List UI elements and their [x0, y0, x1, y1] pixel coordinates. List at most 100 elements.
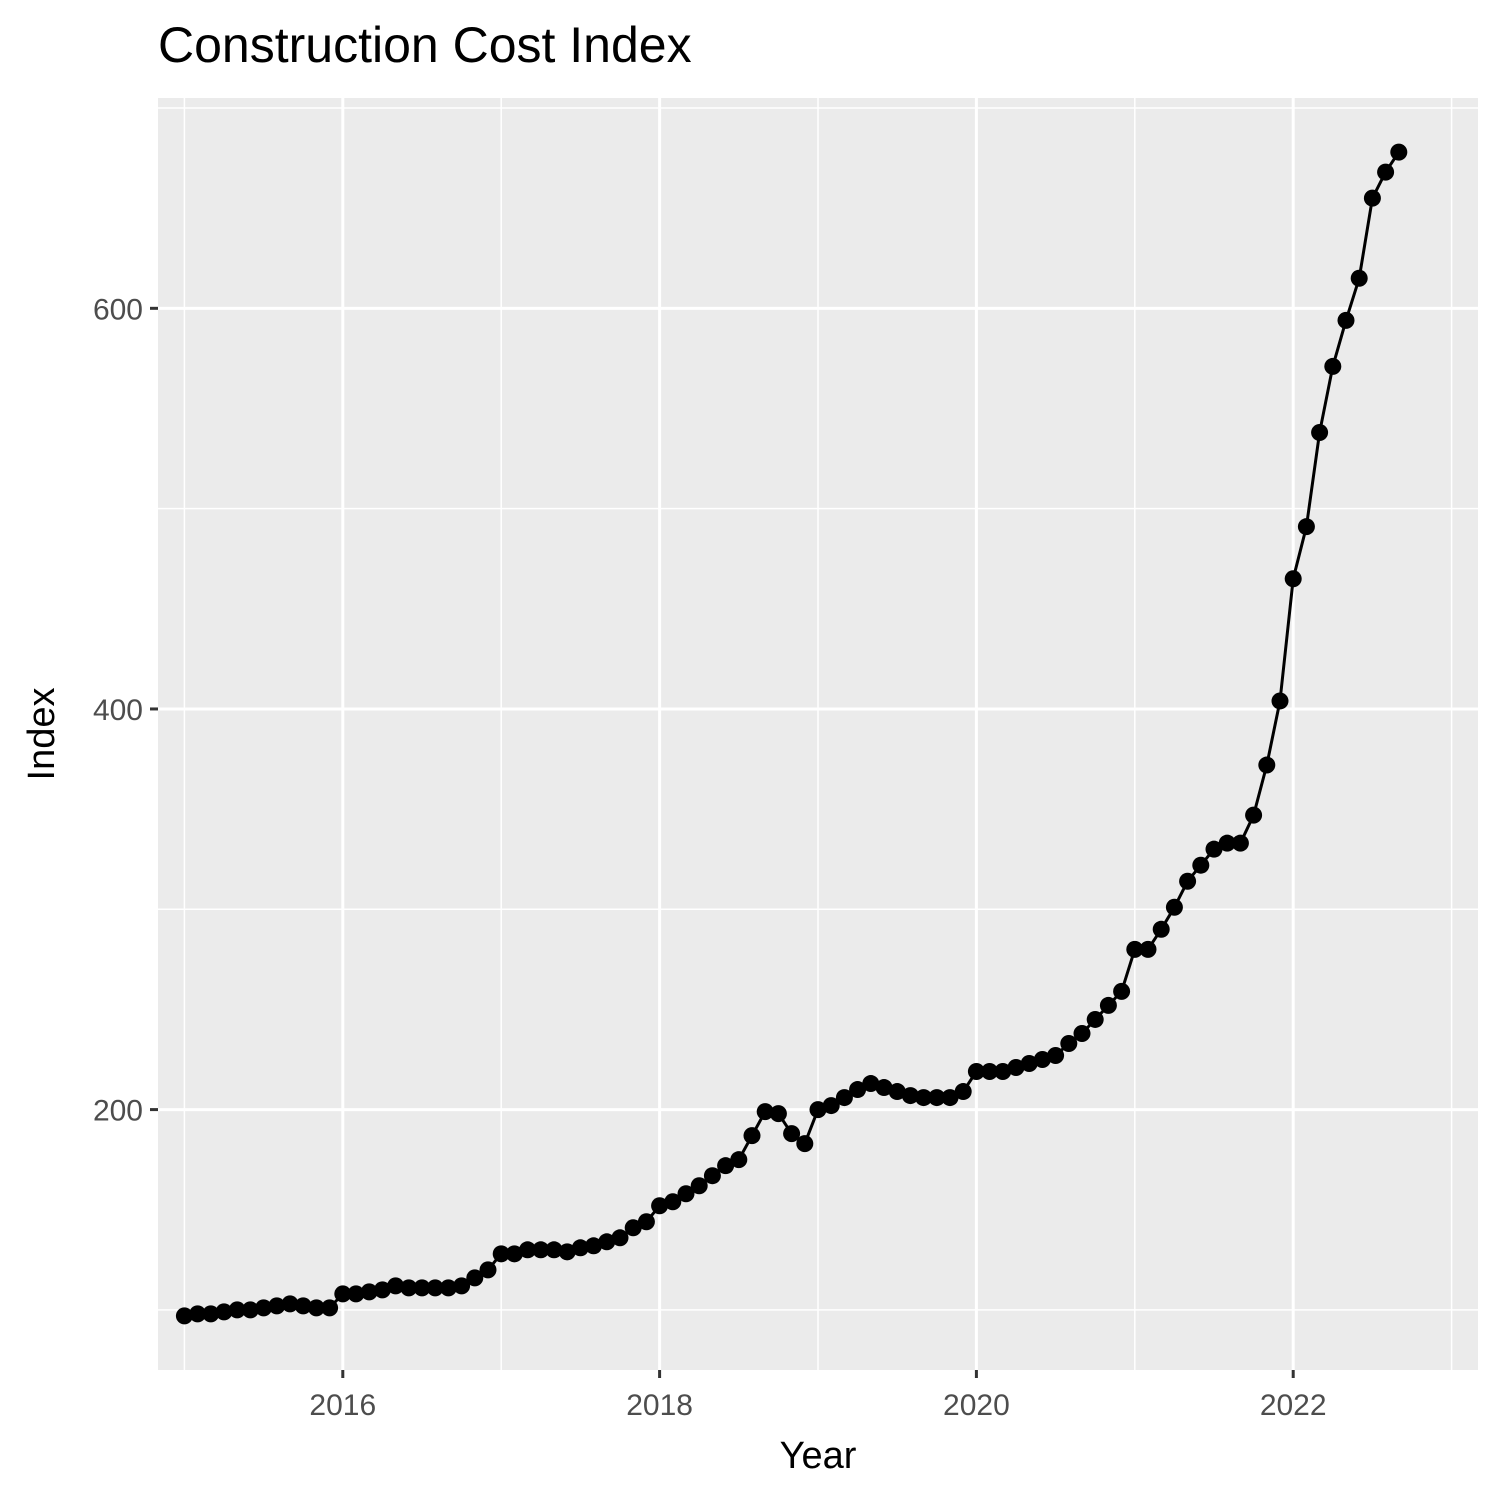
data-point [967, 1063, 985, 1081]
data-point [294, 1297, 312, 1315]
y-axis-title: Index [21, 688, 63, 781]
data-point [202, 1305, 220, 1323]
chart-title: Construction Cost Index [158, 17, 692, 73]
data-point [835, 1089, 853, 1107]
data-point [637, 1213, 655, 1231]
data-point [1311, 424, 1329, 442]
data-point [492, 1245, 510, 1263]
data-point [1218, 834, 1236, 852]
data-point [743, 1127, 761, 1145]
data-point [624, 1219, 642, 1237]
data-point [994, 1063, 1012, 1081]
data-point [717, 1157, 735, 1175]
data-point [347, 1285, 365, 1303]
data-point [439, 1279, 457, 1297]
data-point [888, 1083, 906, 1101]
data-point [189, 1305, 207, 1323]
data-point [1179, 872, 1197, 890]
data-point [756, 1103, 774, 1121]
data-point [1390, 143, 1408, 161]
data-point [769, 1105, 787, 1123]
data-point [585, 1237, 603, 1255]
data-point [1113, 982, 1131, 1000]
data-point [400, 1279, 418, 1297]
data-point [1007, 1059, 1025, 1077]
data-point [453, 1277, 471, 1295]
data-point [1350, 269, 1368, 287]
x-axis-title: Year [780, 1435, 857, 1477]
data-point [1245, 806, 1263, 824]
data-point [175, 1307, 193, 1325]
data-point [373, 1281, 391, 1299]
data-point [387, 1277, 405, 1295]
data-point [281, 1295, 299, 1313]
data-point [664, 1193, 682, 1211]
data-point [532, 1241, 550, 1259]
data-point [413, 1279, 431, 1297]
data-point [1165, 898, 1183, 916]
data-point [677, 1185, 695, 1203]
data-point [1033, 1051, 1051, 1069]
data-point [545, 1241, 563, 1259]
data-point [241, 1301, 259, 1319]
data-point [571, 1239, 589, 1257]
data-point [1363, 189, 1381, 207]
data-point [505, 1245, 523, 1263]
data-point [954, 1083, 972, 1101]
data-point [1258, 756, 1276, 774]
data-point [901, 1087, 919, 1105]
y-axis: 200 400 600 [93, 293, 158, 1128]
data-point [862, 1075, 880, 1093]
data-point [1126, 940, 1144, 958]
data-point [1231, 834, 1249, 852]
data-point [466, 1269, 484, 1287]
data-point [268, 1297, 286, 1315]
data-point [598, 1233, 616, 1251]
data-point [1324, 357, 1342, 375]
data-point [519, 1241, 537, 1259]
data-point [849, 1081, 867, 1099]
x-tick-label: 2016 [309, 1389, 376, 1422]
x-axis: 2016 2018 2020 2022 [309, 1370, 1327, 1422]
data-point [1284, 570, 1302, 588]
data-point [1139, 940, 1157, 958]
y-tick-label: 600 [93, 293, 143, 326]
series-index [175, 143, 1408, 1325]
data-point [321, 1299, 339, 1317]
data-point [1337, 311, 1355, 329]
x-tick-label: 2018 [626, 1389, 693, 1422]
data-point [1297, 518, 1315, 536]
data-point [915, 1089, 933, 1107]
data-point [651, 1197, 669, 1215]
data-point [1060, 1034, 1078, 1052]
data-point [822, 1097, 840, 1115]
data-point [1192, 856, 1210, 874]
data-point [690, 1177, 708, 1195]
x-tick-label: 2020 [943, 1389, 1010, 1422]
data-point [255, 1299, 273, 1317]
data-point [1152, 920, 1170, 938]
data-point [426, 1279, 444, 1297]
data-point [809, 1101, 827, 1119]
data-point [981, 1063, 999, 1081]
data-point [783, 1125, 801, 1143]
data-point [1205, 840, 1223, 858]
data-point [611, 1229, 629, 1247]
data-point [334, 1285, 352, 1303]
data-point [875, 1079, 893, 1097]
data-point [928, 1089, 946, 1107]
y-tick-label: 400 [93, 694, 143, 727]
data-point [479, 1261, 497, 1279]
data-point [1086, 1010, 1104, 1028]
data-point [360, 1283, 378, 1301]
y-tick-label: 200 [93, 1095, 143, 1128]
data-point [1377, 163, 1395, 181]
data-point [1020, 1055, 1038, 1073]
data-point [1073, 1024, 1091, 1042]
data-point [941, 1089, 959, 1107]
data-point [1099, 996, 1117, 1014]
data-point [307, 1299, 325, 1317]
data-point [558, 1243, 576, 1261]
data-point [228, 1301, 246, 1319]
